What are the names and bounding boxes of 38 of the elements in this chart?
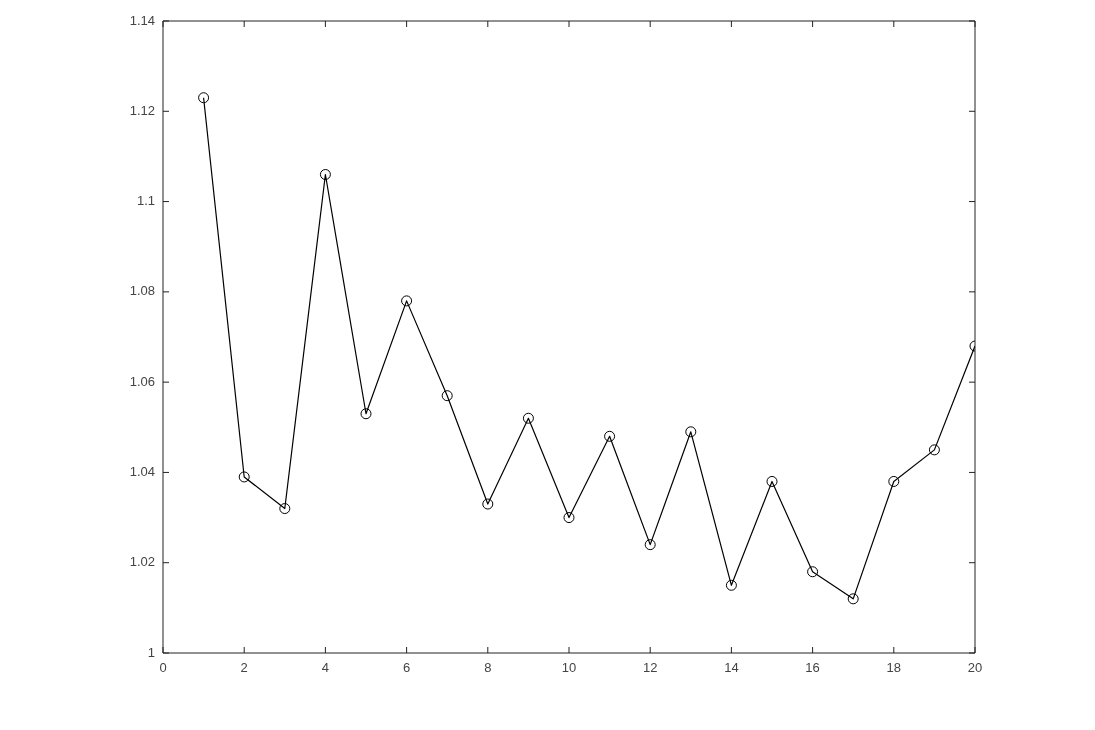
y-tick-label: 1.1: [136, 193, 155, 209]
point: [238, 471, 250, 483]
point: [928, 444, 940, 456]
y-tick-label: 1.02: [129, 554, 155, 570]
y-tick-label: 1.04: [129, 464, 155, 480]
x-tick-label: 6: [402, 660, 411, 676]
x-tick-label: 12: [642, 660, 658, 676]
point: [279, 503, 291, 515]
point: [522, 412, 534, 424]
x-tick-label: 20: [967, 660, 983, 676]
y-tick-label: 1.12: [129, 102, 155, 118]
x-tick-label: 18: [886, 660, 902, 676]
x-tick-label: 10: [561, 660, 577, 676]
x-tick-label: 14: [724, 660, 739, 676]
point: [441, 390, 453, 402]
x-tick-label: 2: [240, 660, 248, 676]
point: [604, 430, 616, 442]
point: [360, 408, 372, 420]
point: [401, 295, 413, 307]
point: [807, 566, 819, 578]
point: [725, 579, 737, 591]
point: [198, 92, 210, 104]
x-tick-label: 4: [321, 660, 330, 676]
point: [685, 426, 697, 438]
point: [888, 475, 900, 487]
point: [482, 498, 494, 510]
point: [319, 168, 331, 180]
x-tick-label: 8: [484, 660, 492, 676]
x-tick-label: 0: [159, 660, 167, 676]
y-tick-label: 1: [147, 644, 155, 660]
point: [644, 539, 656, 551]
y-tick-label: 1.06: [129, 373, 155, 389]
y-tick-label: 1.08: [129, 283, 155, 299]
x-tick-label: 16: [805, 660, 820, 676]
point: [563, 512, 575, 524]
y-tick-label: 1.14: [129, 12, 155, 28]
point: [766, 475, 778, 487]
point: [847, 593, 859, 605]
